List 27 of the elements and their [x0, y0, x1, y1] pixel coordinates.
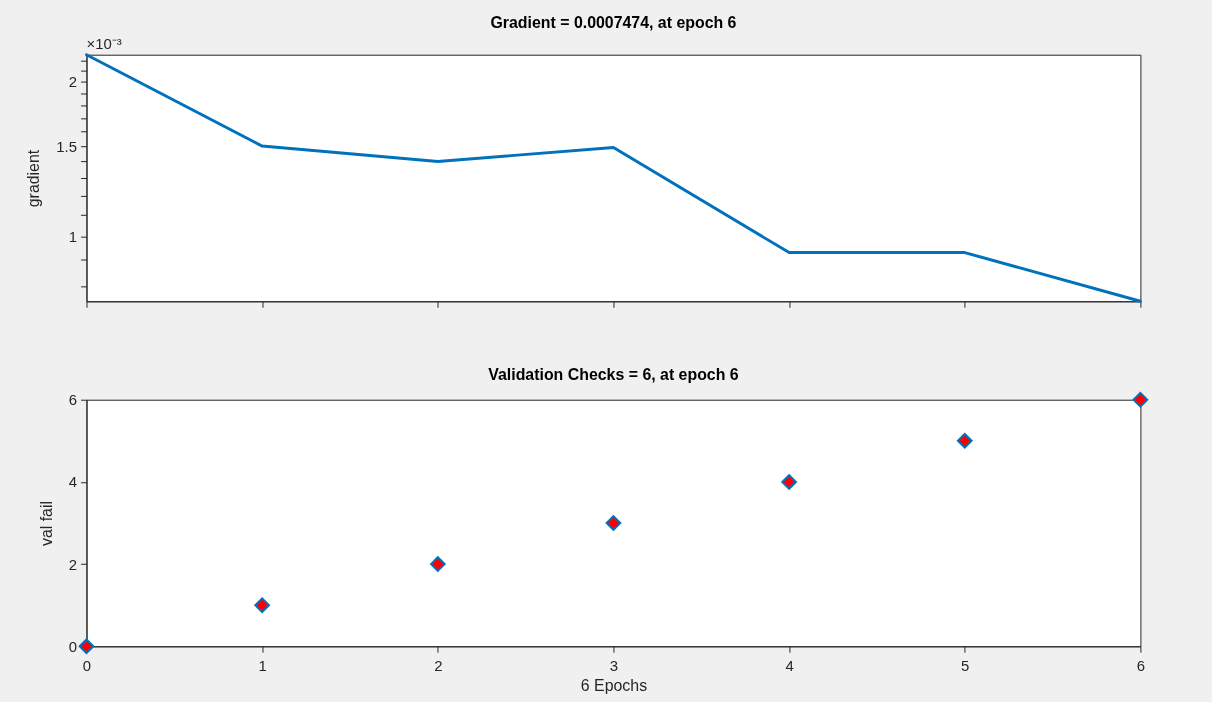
- y-tick-label: 4: [68, 474, 78, 491]
- y-tick-label: 1.5: [56, 138, 78, 155]
- point: [254, 597, 271, 614]
- chart-title: Gradient = 0.0007474, at epoch 6: [490, 13, 737, 31]
- x-tick-label: 6: [1136, 657, 1146, 674]
- y-tick-label: 0: [68, 638, 78, 655]
- y-tick-label: 2: [68, 556, 78, 573]
- y-axis-title: gradient: [25, 149, 43, 208]
- x-tick-label: 2: [434, 657, 443, 674]
- x-axis-title: 6 Epochs: [580, 676, 648, 694]
- point: [78, 638, 95, 655]
- point: [1132, 391, 1149, 408]
- x-tick-label: 3: [609, 657, 619, 674]
- x-tick-label: 1: [258, 657, 267, 674]
- chart-title: Validation Checks = 6, at epoch 6: [488, 365, 739, 383]
- x-tick-label: 4: [785, 657, 794, 674]
- y-tick-label: 6: [68, 392, 78, 409]
- y-tick-label: 1: [68, 228, 78, 245]
- x-tick-label: 5: [961, 657, 970, 674]
- y-axis-title: val fail: [37, 500, 55, 547]
- text: ×10⁻³: [86, 35, 122, 52]
- x-tick-label: 0: [82, 657, 92, 674]
- y-tick-label: 2: [68, 74, 78, 91]
- point: [956, 432, 973, 449]
- point: [605, 515, 622, 531]
- point: [781, 474, 797, 490]
- point: [429, 556, 446, 572]
